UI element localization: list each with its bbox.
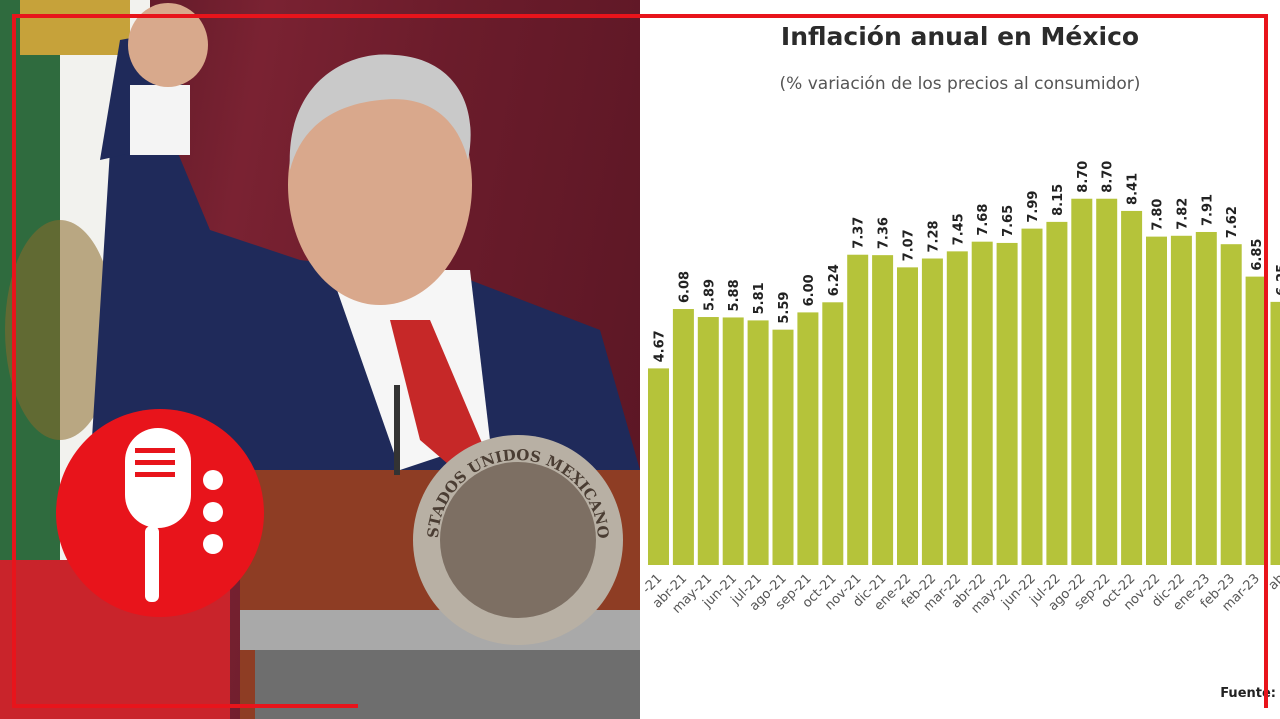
chart-panel: Inflación anual en México (% variación d… [640,0,1280,719]
value-label-abr-22: 7.68 [976,204,991,236]
shirt-cuff [130,85,190,155]
value-label-sep-21: 6.00 [802,274,817,306]
value-label-jun-21: 5.88 [727,279,742,311]
bar-chart: 4.67-216.08abr-215.89may-215.88jun-215.8… [640,161,1280,617]
bar-ene-22 [897,267,918,565]
bar-ago-21 [772,329,794,565]
value-label-mar-22: 7.45 [951,213,966,245]
bar-oct-22 [1121,210,1143,565]
value-label-nov-21: 7.37 [852,217,867,249]
frame-bottom [12,704,358,708]
value-label-oct-21: 6.24 [827,264,842,296]
microphone-icon [56,409,264,617]
chart-source-label: Fuente: [1220,686,1276,701]
bar-abr-21 [672,309,694,565]
value-label-feb-22: 7.28 [926,220,941,252]
podium-base [255,650,640,719]
bar-abr-22 [971,241,993,565]
value-label-abr-23: 6.25 [1275,264,1280,296]
value-label-jun-22: 7.99 [1026,191,1041,223]
press-conference-photo: ESTADOS UNIDOS MEXICANOS [0,0,640,719]
value-label-jul-21: 5.81 [752,282,767,314]
bar-feb-23 [1220,244,1242,565]
bar-mar-21 [648,368,669,565]
flag-fringe [20,0,130,55]
bar-nov-21 [847,254,869,565]
bar-jun-21 [722,317,744,565]
bar-may-22 [996,242,1018,565]
value-label-dic-21: 7.36 [877,217,892,249]
podium-microphone [394,385,400,475]
value-label-jul-22: 8.15 [1051,184,1066,216]
bar-ene-23 [1195,231,1217,565]
face [288,65,472,305]
bar-sep-21 [797,312,819,565]
frame-right [1264,14,1268,708]
flag-emblem [5,220,115,440]
bar-nov-22 [1146,236,1167,565]
value-label-oct-22: 8.41 [1126,173,1141,205]
value-label-may-21: 5.89 [702,279,717,311]
value-label-ene-22: 7.07 [902,229,917,261]
frame-left [12,14,16,708]
bar-jul-22 [1046,221,1068,565]
bar-sep-22 [1096,198,1118,566]
frame-top [12,14,1268,18]
value-label-ago-21: 5.59 [777,292,792,324]
bar-ago-22 [1071,198,1093,566]
value-label-abr-21: 6.08 [677,271,692,303]
chart-title: Inflación anual en México [780,22,1140,51]
value-label-nov-22: 7.80 [1151,199,1166,231]
bar-oct-21 [822,302,844,565]
bar-jun-22 [1021,228,1043,565]
bar-abr-23 [1270,301,1280,565]
bar-dic-21 [872,255,894,566]
value-label-may-22: 7.65 [1001,205,1016,237]
hair [289,54,471,170]
value-label-mar-21: 4.67 [653,330,668,362]
value-label-mar-23: 6.85 [1250,239,1265,271]
bar-mar-23 [1245,276,1267,565]
bar-mar-22 [946,251,968,566]
bar-may-21 [697,317,719,565]
value-label-sep-22: 8.70 [1101,161,1116,193]
value-label-ene-23: 7.91 [1200,194,1215,226]
value-label-dic-22: 7.82 [1175,198,1190,230]
value-label-ago-22: 8.70 [1076,161,1091,193]
chart-subtitle: (% variación de los precios al consumido… [779,74,1141,94]
raised-fist [128,3,208,87]
value-label-feb-23: 7.62 [1225,206,1240,238]
tie [390,320,485,470]
bar-feb-22 [921,258,943,565]
bar-jul-21 [747,320,769,565]
bar-dic-22 [1170,235,1192,565]
